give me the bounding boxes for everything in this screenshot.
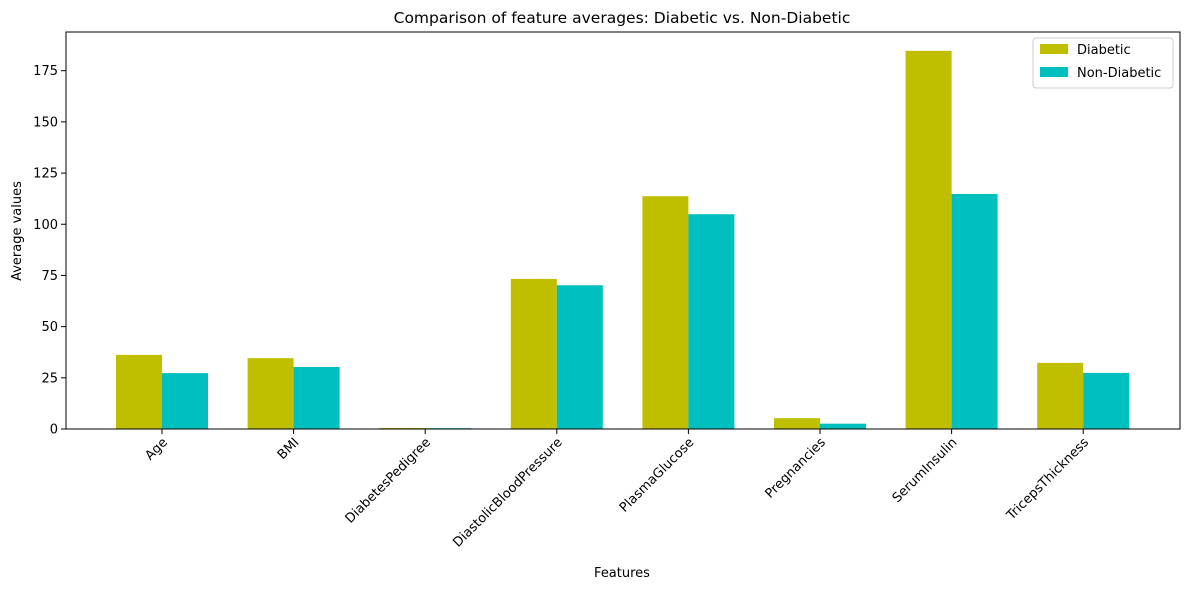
y-tick-label: 175 — [33, 64, 58, 79]
legend-label-non-diabetic: Non-Diabetic — [1077, 66, 1161, 81]
bar-diabetic-age — [116, 354, 162, 429]
bar-diabetic-plasmaglucose — [642, 196, 689, 429]
y-tick-label: 50 — [41, 320, 58, 335]
bar-non-diabetic-bmi — [293, 366, 340, 429]
legend-swatch-non-diabetic — [1040, 67, 1068, 77]
y-axis-title: Average values — [10, 181, 25, 281]
y-tick-label: 150 — [33, 115, 58, 130]
y-tick-label: 75 — [41, 269, 58, 284]
legend: Diabetic Non-Diabetic — [1032, 37, 1174, 89]
bar-non-diabetic-tricepsthickness — [1083, 372, 1130, 429]
y-tick-label: 100 — [33, 218, 58, 233]
bar-non-diabetic-diastolicbloodpressure — [556, 285, 603, 429]
legend-label-diabetic: Diabetic — [1077, 43, 1131, 58]
chart-title: Comparison of feature averages: Diabetic… — [394, 9, 851, 27]
bar-non-diabetic-plasmaglucose — [688, 214, 735, 429]
bar-diabetic-bmi — [247, 358, 294, 429]
y-tick-label: 125 — [33, 167, 58, 182]
bar-non-diabetic-age — [162, 373, 208, 429]
y-tick-label: 0 — [50, 423, 58, 438]
x-axis-title: Features — [594, 566, 650, 581]
bar-diabetic-tricepsthickness — [1037, 362, 1084, 429]
bar-diabetic-diabetespedigree — [379, 427, 426, 429]
bar-non-diabetic-seruminsulin — [951, 193, 998, 429]
plot-frame — [65, 31, 1181, 430]
bar-diabetic-pregnancies — [774, 418, 820, 429]
bars-group — [116, 50, 1130, 429]
bar-diabetic-seruminsulin — [905, 50, 952, 429]
y-tick-label: 25 — [41, 371, 58, 386]
y-axis: 0 25 50 75 100 125 150 175 — [33, 64, 66, 438]
bar-diabetic-diastolicbloodpressure — [510, 278, 557, 429]
legend-swatch-diabetic — [1040, 44, 1068, 54]
bar-non-diabetic-pregnancies — [820, 423, 866, 429]
